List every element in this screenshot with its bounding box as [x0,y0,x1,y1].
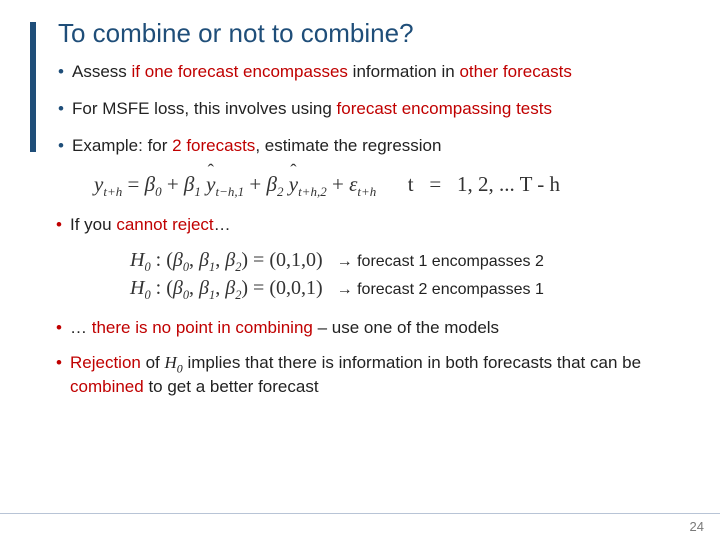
eq-sub: t−h,1 [215,184,244,199]
hyp-text: , [215,249,225,271]
eq-sub: 1 [194,184,201,199]
text: If you [70,215,116,234]
footer-divider [0,513,720,514]
text-emph: combined [70,377,144,396]
hyp-h: H [130,277,144,299]
eq-plus: + [332,172,349,196]
bullet-2: For MSFE loss, this involves using forec… [58,98,690,121]
eq-sub: t+h [357,184,376,199]
eq-sub: 0 [155,184,162,199]
hyp-beta: β [173,277,183,299]
text: of [141,353,165,372]
hypothesis-2-result: → forecast 2 encompasses 1 [337,281,544,299]
hyp-h: H [130,249,144,271]
bullet-3: Example: for 2 forecasts, estimate the r… [58,135,690,158]
bullet-4: If you cannot reject… [56,214,690,237]
eq-plus: + [249,172,266,196]
hyp-text: , [189,249,199,271]
inner-list: If you cannot reject… [56,214,690,237]
hyp-text: ) = (0,1,0) [241,249,322,271]
text-emph: forecast encompassing tests [337,99,552,118]
eq-sub: 2 [277,184,284,199]
text-emph: if one forecast encompasses [132,62,348,81]
bullet-5: … there is no point in combining – use o… [56,317,690,340]
text: implies that there is information in bot… [183,353,641,372]
hyp-beta: β [199,249,209,271]
hyp-text: ) = (0,0,1) [241,277,322,299]
text: to get a better forecast [144,377,319,396]
text: information in [348,62,460,81]
bullet-1: Assess if one forecast encompasses infor… [58,61,690,84]
text: … [70,318,92,337]
text: , estimate the regression [255,136,441,155]
eq-yhat: y [289,172,298,197]
text: For MSFE loss, this involves using [72,99,337,118]
eq-beta: β [267,172,277,196]
eq-beta: β [184,172,194,196]
slide-title: To combine or not to combine? [58,18,690,49]
text-emph: there is no point in combining [92,318,313,337]
bullet-list: Assess if one forecast encompasses infor… [58,61,690,158]
title-accent-bar [30,22,36,152]
text: … [214,215,231,234]
slide: To combine or not to combine? Assess if … [0,0,720,540]
hypothesis-1: H0 : (β0, β1, β2) = (0,1,0) → forecast 1… [130,249,690,275]
text-emph: other forecasts [459,62,571,81]
bullet-6: Rejection of H0 implies that there is in… [56,352,690,399]
hyp-beta: β [225,249,235,271]
text-emph: cannot reject [116,215,213,234]
eq-tail: t = 1, 2, ... T - h [382,172,561,196]
hyp-text: , [215,277,225,299]
hypothesis-1-result: → forecast 1 encompasses 2 [337,253,544,271]
eq-y: y [94,172,103,196]
eq-plus: + [167,172,184,196]
hyp-text: : ( [151,249,173,271]
text-emph: 2 forecasts [172,136,255,155]
hyp-text: : ( [151,277,173,299]
text: Example: for [72,136,172,155]
text: – use one of the models [313,318,499,337]
text-h: H [165,353,177,372]
hyp-beta: β [173,249,183,271]
regression-equation: yt+h = β0 + β1 yt−h,1 + β2 yt+h,2 + εt+h… [94,172,690,200]
eq-sub: t+h,2 [298,184,327,199]
eq-beta: β [145,172,155,196]
eq-eqsign: = [128,172,145,196]
hyp-text: , [189,277,199,299]
page-number: 24 [690,519,704,534]
inner-list-2: … there is no point in combining – use o… [56,317,690,399]
eq-sub: t+h [103,184,122,199]
hyp-beta: β [225,277,235,299]
text-emph: Rejection [70,353,141,372]
text: Assess [72,62,132,81]
hyp-beta: β [199,277,209,299]
hypothesis-2: H0 : (β0, β1, β2) = (0,0,1) → forecast 2… [130,277,690,303]
eq-yhat: y [206,172,215,197]
